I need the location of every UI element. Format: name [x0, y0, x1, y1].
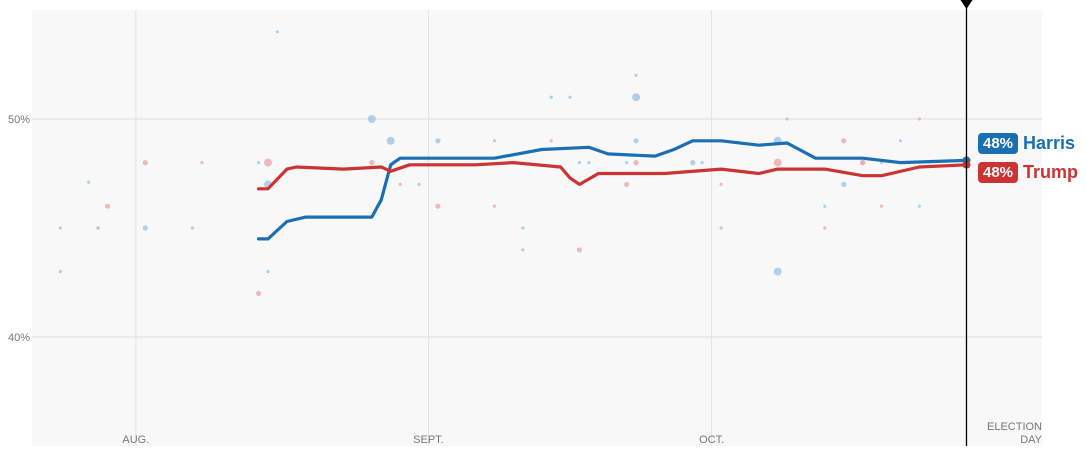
trump-poll-dot: [917, 117, 921, 121]
harris-poll-dot: [632, 93, 641, 102]
trump-poll-dot: [719, 182, 723, 186]
harris-poll-dot: [87, 180, 91, 184]
harris-poll-dot: [719, 226, 723, 230]
harris-poll-dot: [142, 225, 148, 231]
harris-poll-dot: [587, 161, 591, 165]
x-tick-label: AUG.: [122, 434, 149, 446]
trump-poll-dot: [369, 160, 375, 166]
trump-poll-dot: [200, 161, 204, 165]
harris-poll-dot: [266, 270, 270, 274]
trump-poll-dot: [624, 181, 630, 187]
harris-poll-dot: [417, 182, 421, 186]
trump-label: 48% Trump: [978, 162, 1078, 183]
trump-poll-dot: [521, 248, 525, 252]
harris-poll-dot: [256, 161, 261, 165]
harris-poll-dot: [549, 95, 553, 99]
election-day-label-line1: ELECTION: [987, 421, 1042, 433]
x-tick-label: OCT.: [699, 434, 724, 446]
trump-poll-dot: [263, 158, 272, 167]
harris-poll-dot: [577, 161, 582, 165]
harris-poll-dot: [700, 161, 704, 165]
trump-poll-dot: [633, 160, 639, 166]
trump-name: Trump: [1023, 162, 1079, 182]
harris-poll-dot: [633, 138, 639, 144]
trump-percent-badge: 48%: [978, 162, 1019, 183]
harris-poll-dot: [841, 181, 847, 187]
trump-poll-dot: [398, 182, 402, 186]
trump-poll-dot: [785, 117, 789, 121]
harris-percent-badge: 48%: [978, 133, 1019, 154]
trump-poll-dot: [879, 204, 884, 208]
harris-poll-dot: [386, 136, 395, 145]
trump-poll-dot: [142, 160, 148, 166]
harris-poll-dot: [634, 73, 638, 77]
harris-poll-dot: [568, 95, 572, 99]
harris-label: 48% Harris: [978, 133, 1075, 154]
trump-poll-dot: [773, 158, 782, 167]
trump-poll-dot: [841, 138, 847, 144]
today-marker-triangle: [960, 0, 973, 9]
trump-poll-dot: [58, 226, 62, 230]
harris-poll-dot: [521, 226, 525, 230]
trump-poll-dot: [549, 139, 553, 143]
y-tick-label: 50%: [8, 114, 30, 126]
harris-poll-dot: [690, 160, 696, 166]
election-day-label-line2: DAY: [1020, 434, 1042, 446]
trump-poll-dot: [860, 160, 866, 166]
trump-poll-dot: [96, 226, 100, 230]
harris-poll-dot: [58, 270, 62, 274]
trump-poll-dot: [576, 247, 583, 253]
harris-average-line: [256, 139, 969, 241]
harris-poll-dot: [773, 267, 782, 276]
y-tick-label: 40%: [8, 332, 30, 344]
harris-poll-dot: [625, 161, 629, 165]
harris-name: Harris: [1023, 133, 1076, 153]
trump-poll-dot: [435, 203, 441, 209]
harris-poll-dot: [492, 139, 497, 143]
trump-average-line: [256, 161, 969, 191]
trump-poll-dot: [104, 203, 111, 209]
harris-poll-dot: [275, 30, 280, 34]
plot-background: [32, 10, 1042, 446]
harris-poll-dot: [190, 226, 195, 230]
trump-poll-dot: [823, 226, 827, 230]
harris-poll-dot: [435, 138, 441, 144]
trump-poll-dot: [255, 290, 262, 296]
harris-poll-dot: [367, 115, 376, 123]
harris-poll-dot: [823, 204, 827, 208]
harris-poll-dot: [917, 204, 921, 208]
x-tick-label: SEPT.: [413, 434, 444, 446]
harris-poll-dot: [898, 139, 903, 143]
trump-poll-dot: [492, 204, 497, 208]
